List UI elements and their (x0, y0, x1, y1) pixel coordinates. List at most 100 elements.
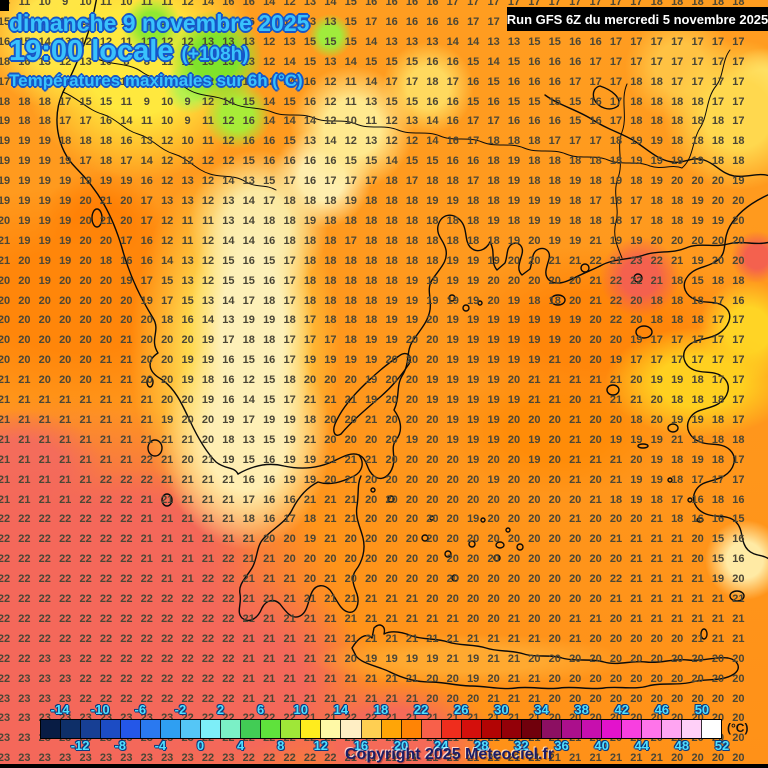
grid-temp-value: 20 (569, 672, 582, 685)
grid-temp-value: 19 (569, 234, 582, 247)
grid-temp-value: 17 (283, 354, 296, 367)
grid-temp-value: 21 (589, 294, 602, 307)
grid-temp-value: 21 (263, 632, 276, 645)
grid-temp-value: 15 (467, 55, 480, 68)
grid-temp-value: 20 (609, 413, 623, 426)
grid-temp-value: 18 (426, 75, 439, 88)
grid-temp-value: 19 (385, 294, 398, 307)
grid-temp-value: 21 (99, 374, 113, 387)
grid-temp-value: 20 (344, 533, 357, 546)
color-scale-tick-label: 6 (257, 702, 265, 717)
grid-temp-value: 16 (385, 15, 398, 28)
grid-temp-value: 15 (161, 274, 174, 287)
island-marmara (592, 85, 620, 110)
coastline-adriatic-ionian (56, 0, 239, 475)
grid-temp-value: 15 (242, 95, 255, 108)
grid-temp-value: 18 (99, 155, 113, 168)
grid-temp-value: 19 (242, 314, 255, 327)
grid-temp-value: 18 (201, 374, 215, 387)
grid-temp-value: 22 (120, 553, 133, 566)
grid-temp-value: 20 (446, 533, 459, 546)
grid-temp-value: 18 (283, 195, 296, 207)
grid-temp-value: 20 (650, 672, 663, 685)
grid-temp-value: 21 (140, 493, 153, 506)
grid-temp-value: 22 (99, 473, 113, 486)
grid-temp-value: 20 (426, 553, 439, 566)
grid-temp-value: 11 (344, 95, 357, 108)
grid-temp-value: 16 (303, 155, 317, 168)
grid-temp-value: 22 (99, 513, 113, 526)
grid-temp-value: 19 (0, 135, 11, 148)
grid-temp-value: 21 (487, 652, 500, 665)
grid-temp-value: 21 (59, 493, 72, 506)
grid-temp-value: 16 (548, 115, 561, 128)
run-info-banner: Run GFS 6Z du mercredi 5 novembre 2025 (507, 7, 768, 31)
grid-temp-value: 20 (548, 473, 561, 486)
grid-temp-value: 20 (589, 632, 602, 645)
grid-temp-value: 19 (630, 433, 643, 446)
grid-temp-value: 20 (99, 274, 113, 287)
grid-temp-value: 19 (650, 433, 663, 446)
grid-temp-value: 21 (426, 612, 439, 625)
color-scale-cell (601, 720, 622, 738)
grid-temp-value: 19 (201, 394, 215, 406)
grid-temp-value: 22 (201, 652, 215, 665)
grid-temp-value: 16 (426, 0, 439, 8)
grid-temp-value: 17 (120, 234, 133, 247)
grid-temp-value: 17 (344, 175, 357, 188)
grid-temp-value: 20 (38, 354, 51, 367)
grid-temp-value: 20 (59, 354, 72, 367)
grid-temp-value: 15 (222, 254, 235, 267)
grid-temp-value: 18 (303, 254, 317, 267)
grid-temp-value: 17 (630, 354, 643, 367)
grid-temp-value: 13 (181, 274, 194, 287)
grid-temp-value: 20 (711, 175, 725, 188)
grid-temp-value: 18 (365, 274, 378, 287)
grid-temp-value: 11 (161, 0, 174, 8)
grid-temp-value: 11 (365, 115, 378, 128)
grid-temp-value: 14 (446, 35, 459, 48)
grid-temp-value: 17 (303, 334, 317, 347)
grid-temp-value: 22 (79, 593, 92, 605)
grid-temp-value: 20 (487, 553, 500, 566)
color-scale-tick-label: 40 (594, 738, 609, 753)
grid-temp-value: 17 (344, 234, 357, 247)
grid-temp-value: 17 (609, 55, 623, 68)
grid-temp-value: 20 (507, 513, 521, 526)
grid-temp-value: 21 (120, 354, 133, 367)
grid-temp-value: 19 (59, 155, 72, 168)
grid-temp-value: 22 (99, 593, 113, 605)
grid-temp-value: 20 (528, 533, 541, 546)
grid-temp-value: 21 (344, 593, 357, 605)
grid-temp-value: 18 (38, 115, 51, 128)
grid-temp-value: 20 (161, 354, 174, 367)
grid-temp-value: 21 (385, 632, 398, 645)
grid-temp-value: 16 (38, 75, 51, 88)
grid-temp-value: 18 (385, 214, 398, 227)
grid-temp-value: 18 (426, 234, 439, 247)
grid-temp-value: 21 (609, 752, 623, 765)
grid-temp-value: 20 (181, 394, 194, 406)
grid-temp-value: 20 (385, 413, 398, 426)
grid-temp-value: 21 (181, 473, 194, 486)
grid-temp-value: 15 (548, 95, 561, 108)
grid-temp-value: 21 (385, 752, 398, 765)
grid-temp-value: 20 (38, 334, 51, 347)
grid-temp-value: 18 (650, 115, 663, 128)
grid-temp-value: 16 (507, 75, 521, 88)
grid-temp-value: 19 (426, 394, 439, 406)
grid-temp-value: 21 (222, 473, 235, 486)
grid-temp-value: 19 (548, 214, 561, 227)
grid-temp-value: 21 (38, 433, 51, 446)
grid-temp-value: 21 (303, 652, 317, 665)
grid-temp-value: 22 (222, 612, 235, 625)
grid-temp-value: 20 (630, 672, 643, 685)
grid-temp-value: 20 (385, 553, 398, 566)
color-scale-tick-label: 44 (634, 738, 649, 753)
grid-temp-value: 17 (120, 155, 133, 168)
grid-temp-value: 19 (487, 473, 500, 486)
grid-temp-value: 13 (222, 214, 235, 227)
grid-temp-value: 18 (528, 135, 541, 148)
grid-temp-value: 21 (569, 254, 582, 267)
grid-temp-value: 18 (303, 413, 317, 426)
